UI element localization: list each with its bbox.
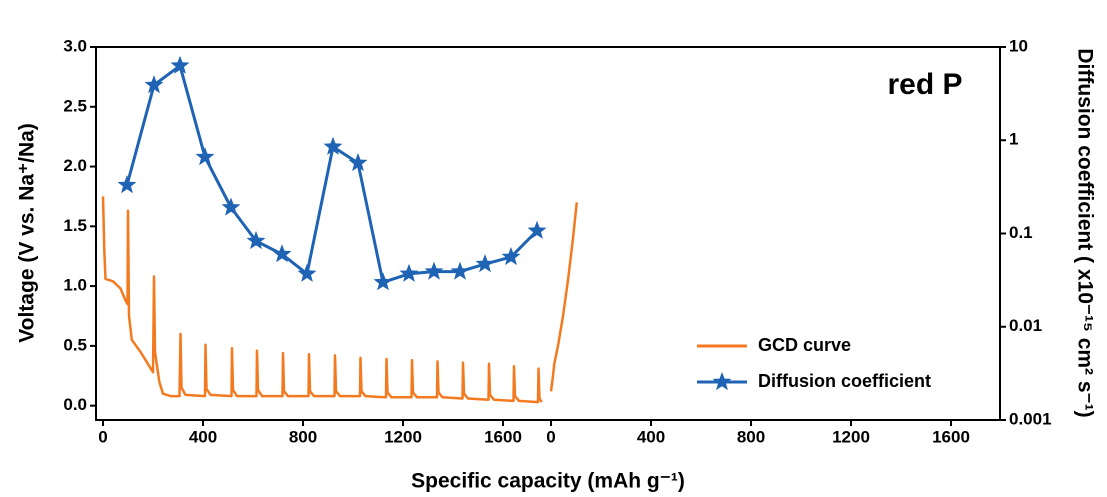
star-marker	[501, 247, 521, 266]
x-tick-label: 400	[637, 427, 665, 446]
annotation: red P	[887, 68, 962, 101]
x-tick-label: 0	[98, 427, 107, 446]
star-marker	[399, 263, 419, 282]
x-tick-label: 400	[189, 427, 217, 446]
star-marker	[323, 136, 343, 155]
star-marker	[221, 197, 241, 216]
y2-tick-label: 1	[1009, 130, 1018, 149]
y-axis-title: Voltage (V vs. Na⁺/Na)	[16, 123, 39, 343]
x-tick-label: 800	[737, 427, 765, 446]
series-line	[125, 64, 539, 284]
star-marker	[348, 153, 368, 172]
y2-tick-label: 0.01	[1009, 316, 1042, 335]
star-marker	[170, 55, 190, 74]
star-marker	[527, 220, 547, 239]
star-marker	[144, 75, 164, 94]
x-tick-label: 1200	[832, 427, 870, 446]
legend-marker	[712, 372, 732, 391]
star-marker	[450, 261, 470, 280]
y-tick-label: 2.0	[63, 156, 87, 175]
y-tick-label: 2.5	[63, 96, 87, 115]
y2-tick-label: 0.001	[1009, 409, 1052, 428]
star-marker	[117, 175, 137, 194]
series-line	[101, 196, 579, 404]
x-tick-label: 1200	[384, 427, 422, 446]
legend-text: GCD curve	[758, 335, 851, 355]
y2-tick-label: 0.1	[1009, 223, 1033, 242]
x-tick-label: 1600	[932, 427, 970, 446]
star-marker	[373, 272, 393, 291]
star-marker	[424, 261, 444, 280]
y-tick-label: 1.5	[63, 216, 87, 235]
x-tick-label: 1600	[484, 427, 522, 446]
y-tick-label: 0.0	[63, 395, 87, 414]
legend-text: Diffusion coefficient	[758, 371, 931, 391]
y-tick-label: 0.5	[63, 335, 87, 354]
star-marker	[195, 147, 215, 166]
x-tick-label: 800	[289, 427, 317, 446]
x-axis-title: Specific capacity (mAh g⁻¹)	[411, 470, 685, 493]
y2-tick-label: 10	[1009, 36, 1028, 55]
y-tick-label: 1.0	[63, 276, 87, 295]
star-marker	[246, 231, 266, 250]
star-marker	[272, 244, 292, 263]
star-marker	[297, 263, 317, 282]
x-tick-label: 0	[546, 427, 555, 446]
y2-axis-title: Diffusion coefficient ( x10⁻¹⁵ cm² s⁻¹)	[1073, 48, 1096, 417]
y-tick-label: 3.0	[63, 36, 87, 55]
star-marker	[475, 254, 495, 273]
